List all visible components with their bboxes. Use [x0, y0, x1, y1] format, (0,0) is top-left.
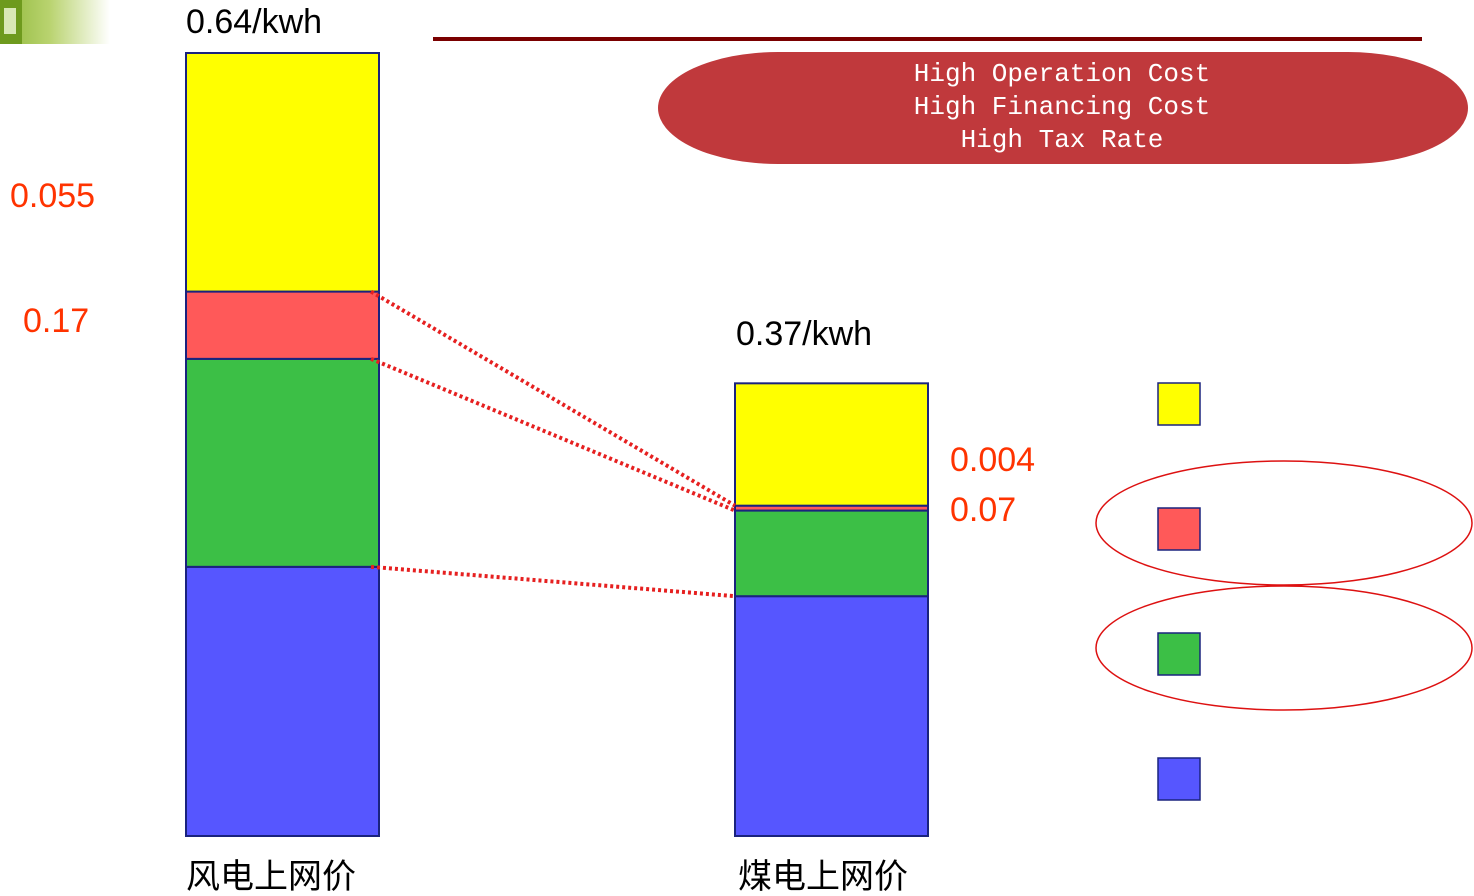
legend [1095, 382, 1473, 801]
connector-green-top [370, 357, 736, 513]
connector-red-top [369, 289, 737, 508]
callout-line-tax: High Tax Rate [961, 125, 1164, 155]
annotation-coal-red-value: 0.004 [950, 441, 1035, 479]
bars-layer [185, 52, 929, 837]
annotation-wind-red-value: 0.055 [10, 177, 95, 215]
bar-segment-green-wind [185, 357, 380, 568]
bar-segment-yellow-wind [185, 52, 380, 293]
bar-segment-red-wind [185, 290, 380, 360]
category-label-coal: 煤电上网价 [738, 857, 908, 896]
cost-callout: High Operation Cost High Financing Cost … [658, 52, 1468, 164]
annotation-coal-green-value: 0.07 [950, 491, 1016, 529]
legend-swatch-yellow [1157, 382, 1201, 426]
callout-line-financing: High Financing Cost [914, 92, 1210, 122]
callout-line-operation: High Operation Cost [914, 59, 1210, 89]
category-label-wind: 风电上网价 [186, 857, 356, 896]
slide-corner-logo [0, 0, 110, 44]
total-label-wind: 0.64/kwh [186, 3, 322, 41]
connector-blue-top [370, 564, 736, 599]
legend-highlight-ellipse-red [1095, 460, 1473, 586]
bar-segment-blue-coal [734, 595, 929, 837]
bar-segment-green-coal [734, 509, 929, 598]
legend-highlight-ellipse-green [1095, 585, 1473, 711]
annotation-wind-green-value: 0.17 [23, 302, 89, 340]
connectors-layer [369, 289, 737, 599]
legend-swatch-red [1157, 507, 1201, 551]
bar-segment-blue-wind [185, 565, 380, 837]
callout-pill [658, 52, 1468, 164]
total-label-coal: 0.37/kwh [736, 315, 872, 353]
legend-swatch-blue [1157, 757, 1201, 801]
legend-swatch-green [1157, 632, 1201, 676]
bar-segment-yellow-coal [734, 382, 929, 507]
